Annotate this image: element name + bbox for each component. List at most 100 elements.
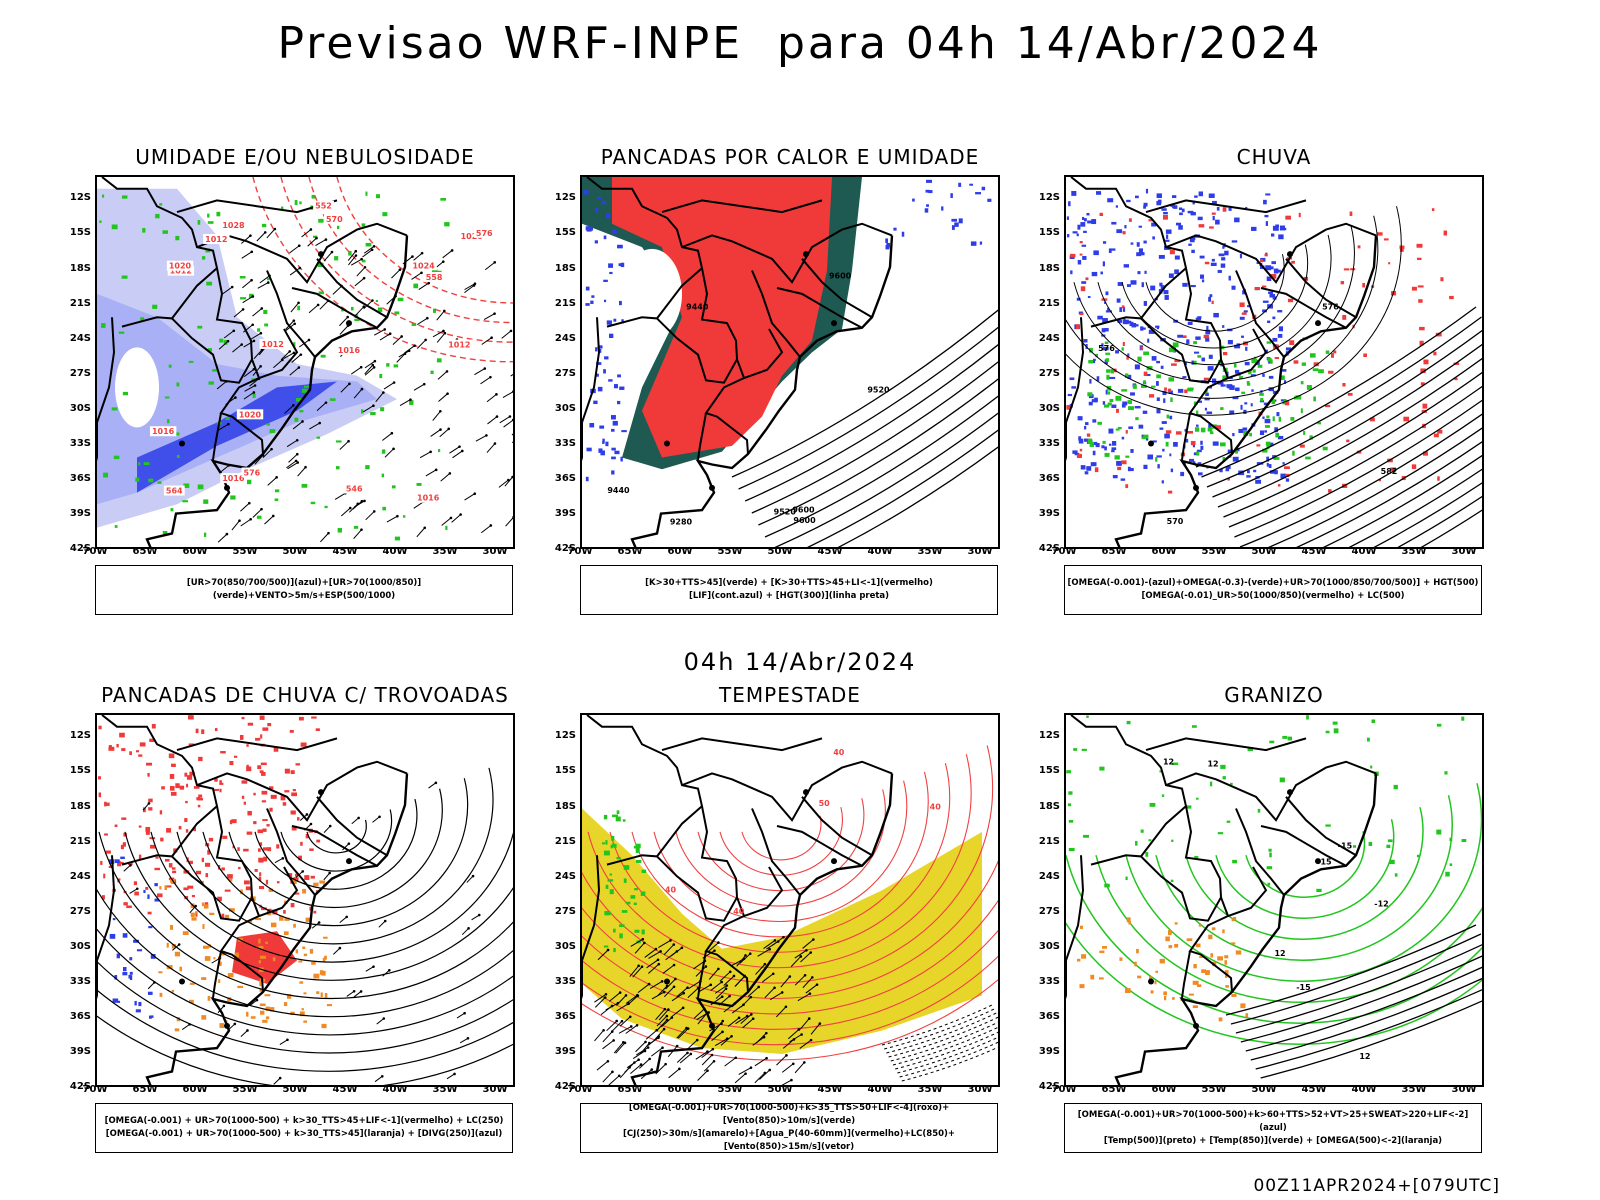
omega-area xyxy=(1090,462,1097,467)
height-contour xyxy=(1239,413,1482,547)
wind-vector xyxy=(701,1054,713,1066)
wind-vector xyxy=(298,266,302,270)
wind-vector xyxy=(661,1046,664,1050)
storm-area xyxy=(257,765,262,770)
border-line xyxy=(1227,328,1268,379)
omega-area xyxy=(1162,448,1165,452)
contour-label-bg xyxy=(236,409,264,420)
omega-strong-area xyxy=(1107,391,1111,395)
shower-area xyxy=(219,1023,224,1029)
omega-area xyxy=(1096,191,1102,195)
wind-vector xyxy=(332,285,342,295)
wind-vector xyxy=(611,1020,623,1032)
wind-vector xyxy=(662,990,666,994)
wind-vector xyxy=(663,986,675,998)
low-humidity-contour xyxy=(430,370,434,375)
storm-area xyxy=(261,800,267,803)
omega-humidity-area xyxy=(1390,467,1397,471)
wind-vector xyxy=(373,359,377,363)
temperature-850-contour xyxy=(1449,863,1453,866)
omega-area xyxy=(1188,243,1192,246)
omega-strong-area xyxy=(1125,455,1130,458)
wind-vector xyxy=(364,366,375,376)
wind-vector xyxy=(347,250,357,261)
divergence-area xyxy=(122,972,128,976)
omega-area xyxy=(1209,386,1212,389)
omega-area xyxy=(1081,281,1087,284)
low-humidity-contour xyxy=(445,525,448,531)
omega-500-area xyxy=(1167,930,1172,936)
omega-area xyxy=(1147,338,1150,343)
wind-vector xyxy=(382,391,385,394)
border-line xyxy=(801,796,873,857)
omega-strong-area xyxy=(1106,369,1111,373)
lif-contour xyxy=(605,441,609,447)
lif-contour xyxy=(613,384,618,389)
divergence-area xyxy=(147,894,150,899)
wind-vector xyxy=(511,418,513,422)
latitude-axis: 12S 15S 18S 21S 24S 27S 30S 33S 36S 39S 42S xyxy=(1024,175,1060,554)
omega-area xyxy=(1117,282,1124,286)
omega-area xyxy=(1111,441,1117,446)
wind-vector xyxy=(334,492,346,500)
wind-vector xyxy=(513,493,515,502)
omega-strong-area xyxy=(1104,341,1109,344)
shower-area xyxy=(322,957,326,962)
omega-humidity-area xyxy=(1270,273,1277,279)
storm-area xyxy=(178,825,182,830)
precipitable-water-contour xyxy=(609,762,951,953)
longitude-tick-label: 60W xyxy=(667,1084,693,1095)
omega-area xyxy=(1174,255,1180,260)
omega-strong-area xyxy=(1087,392,1093,397)
streamline-arrow xyxy=(147,982,155,990)
wind-vector xyxy=(807,1017,811,1020)
longitude-tick-label: 50W xyxy=(1251,1084,1277,1095)
storm-area xyxy=(145,886,149,890)
wind-vector xyxy=(388,332,392,335)
omega-area xyxy=(1088,401,1093,406)
omega-area xyxy=(1143,202,1148,207)
omega-humidity-area xyxy=(1293,360,1299,364)
height-contour xyxy=(1322,454,1482,547)
precipitable-water-contour xyxy=(697,798,865,892)
omega-area xyxy=(1225,468,1230,472)
omega-area xyxy=(1256,462,1261,465)
omega-humidity-area xyxy=(1284,466,1290,470)
shower-area xyxy=(158,971,163,974)
omega-area xyxy=(1234,217,1240,223)
wind-vector xyxy=(252,508,262,518)
latitude-tick-label: 36S xyxy=(554,1010,576,1022)
low-humidity-contour xyxy=(175,235,180,241)
wind-vector xyxy=(459,513,462,516)
wind-vector xyxy=(681,1006,685,1010)
wind-vector xyxy=(371,299,374,302)
shower-area xyxy=(303,1020,307,1023)
lif-contour xyxy=(586,447,592,452)
omega-500-area xyxy=(1137,975,1142,979)
lif-contour xyxy=(928,190,933,194)
omega-strong-area xyxy=(1248,369,1252,375)
wind-vector xyxy=(676,1052,688,1063)
latitude-tick-label: 12S xyxy=(69,730,91,742)
low-humidity-contour xyxy=(440,198,447,201)
wind-850-area xyxy=(616,810,620,815)
wind-vector xyxy=(360,257,363,261)
lif-contour xyxy=(604,356,609,360)
lif-contour xyxy=(599,425,605,429)
wind-vector xyxy=(294,459,298,463)
omega-area xyxy=(1282,462,1285,465)
omega-500-area xyxy=(1119,957,1123,961)
shower-area xyxy=(219,961,222,966)
storm-area xyxy=(171,867,176,870)
storm-area xyxy=(259,842,263,846)
divergence-area xyxy=(112,918,116,921)
lake-mark xyxy=(1193,1022,1199,1029)
omega-area xyxy=(1219,468,1223,473)
wind-vector xyxy=(284,404,294,414)
omega-humidity-area xyxy=(1350,268,1356,271)
low-humidity-contour xyxy=(207,221,214,224)
streamline-arrow xyxy=(333,947,341,955)
contour-label-bg xyxy=(313,200,334,211)
wind-vector xyxy=(594,1029,604,1042)
low-humidity-contour xyxy=(310,501,316,505)
